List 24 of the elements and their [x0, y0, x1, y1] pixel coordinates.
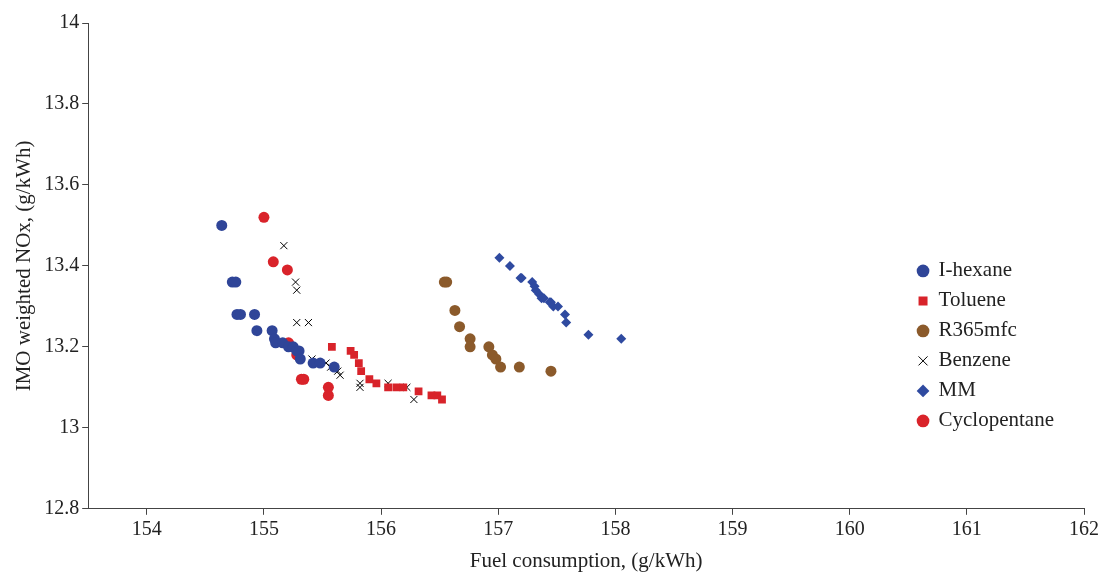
legend-label: R365mfc — [938, 317, 1017, 342]
y-tick-label: 14 — [59, 10, 80, 33]
y-axis-title: IMO weighted NOx, (g/kWh) — [11, 140, 36, 392]
x-axis-title: Fuel consumption, (g/kWh) — [469, 547, 703, 572]
y-tick-label: 13 — [59, 415, 80, 438]
x-tick-label: 161 — [951, 517, 982, 540]
legend-label: MM — [938, 377, 977, 402]
x-tick-label: 160 — [834, 517, 865, 540]
x-tick-label: 154 — [131, 517, 162, 540]
legend-label: I-hexane — [938, 257, 1012, 282]
x-tick-label: 159 — [717, 517, 748, 540]
x-tick-label: 155 — [248, 517, 279, 540]
x-tick-label: 157 — [483, 517, 514, 540]
y-tick-label: 13.8 — [44, 91, 80, 114]
x-tick-label: 156 — [366, 517, 397, 540]
legend-label: Cyclopentane — [938, 407, 1055, 432]
x-tick-label: 162 — [1069, 517, 1099, 540]
y-tick-label: 13.2 — [44, 334, 80, 357]
legend-label: Benzene — [938, 347, 1011, 372]
legend-label: Toluene — [938, 287, 1006, 312]
y-tick-label: 13.4 — [44, 253, 80, 276]
y-tick-label: 12.8 — [44, 496, 80, 519]
x-tick-label: 158 — [600, 517, 631, 540]
y-tick-label: 13.6 — [44, 172, 80, 195]
